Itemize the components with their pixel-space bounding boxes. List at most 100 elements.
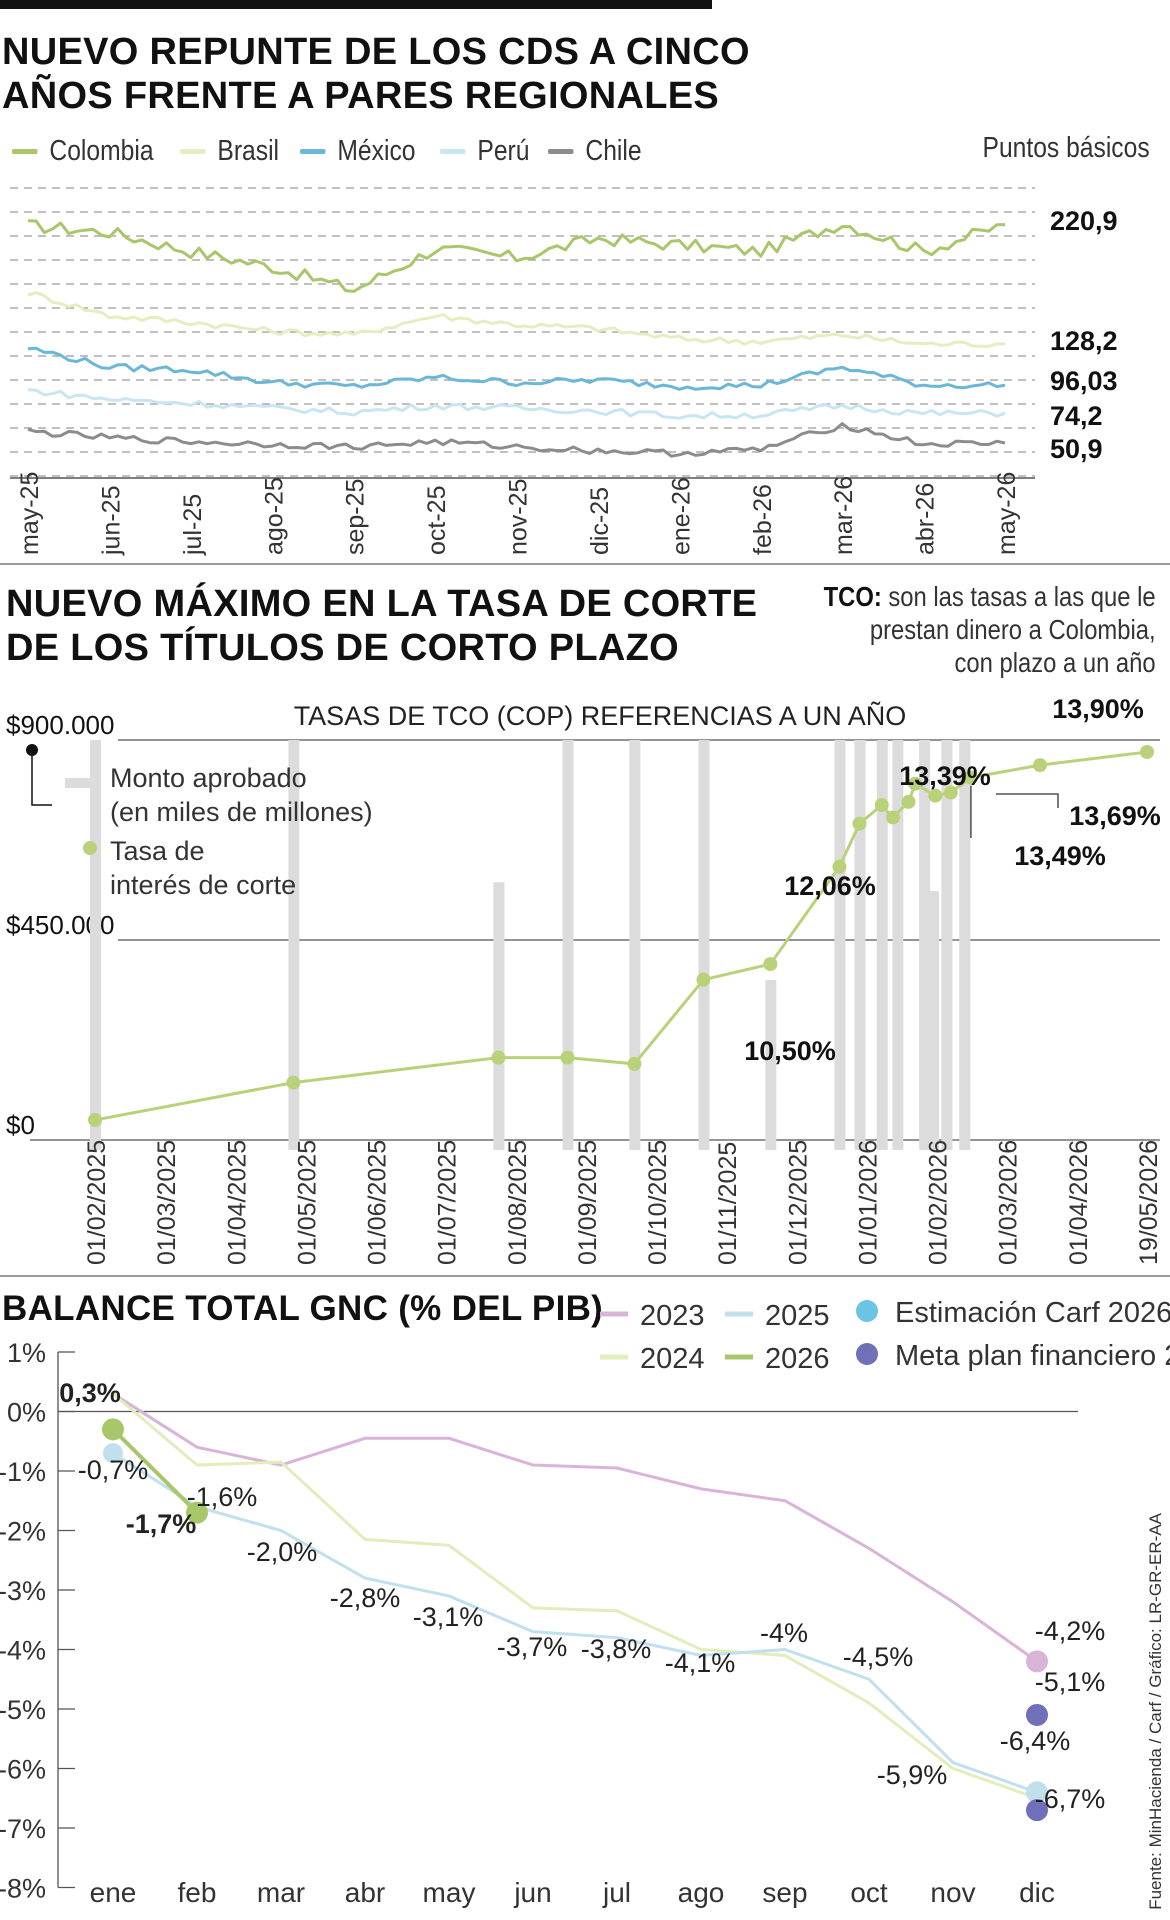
tco-chart: TASAS DE TCO (COP) REFERENCIAS A UN AÑO $… (6, 694, 1163, 1265)
x-tick-label: 01/04/2026 (1065, 1140, 1093, 1265)
x-tick-label: 01/07/2025 (434, 1140, 462, 1265)
x-tick-label: 01/12/2025 (784, 1140, 812, 1265)
y-tick-label: -5% (0, 1695, 46, 1725)
y-tick-label: $0 (6, 1110, 35, 1140)
separator-2 (0, 1275, 1170, 1277)
value-label: -4,2% (1035, 1616, 1106, 1646)
value-label: -4,5% (843, 1642, 914, 1672)
chart3-title: BALANCE TOTAL GNC (% DEL PIB) (2, 1289, 604, 1328)
y-tick-label: -8% (0, 1874, 46, 1904)
legend-colombia-label: Colombia (49, 135, 154, 167)
value-label: -4% (760, 1618, 808, 1648)
amount-bar (493, 882, 505, 1150)
value-label: -6,4% (1000, 1726, 1071, 1756)
legend-colombia: Colombia (12, 135, 154, 168)
series-point (103, 1443, 123, 1464)
y-tick-label: -6% (0, 1755, 46, 1785)
y-tick-label: 0% (7, 1398, 46, 1428)
amount-bar (941, 740, 953, 1150)
amount-bar (562, 740, 574, 1150)
last-value-label: 128,2 (1050, 326, 1118, 356)
amount-bar (876, 740, 888, 1150)
legend-label-y2026: 2026 (765, 1343, 830, 1375)
x-tick-label: jun-25 (97, 486, 125, 557)
x-tick-label: abr (345, 1877, 385, 1908)
x-tick-label: may-25 (16, 472, 44, 555)
series-line-chile (27, 422, 1006, 458)
x-tick-label: 01/02/2025 (83, 1140, 111, 1265)
value-label: -2,8% (330, 1583, 401, 1613)
legend-rate-label-2: interés de corte (110, 870, 296, 900)
rate-point (1033, 758, 1048, 773)
series-point (1026, 1781, 1048, 1804)
y-tick-label: -3% (0, 1576, 46, 1606)
rate-label: 10,50% (744, 1036, 836, 1066)
rate-point (560, 1050, 575, 1065)
rate-point (963, 770, 978, 785)
x-tick-label: feb-26 (749, 484, 777, 555)
rate-point (874, 798, 889, 813)
rate-label: 13,90% (1052, 694, 1144, 724)
x-tick-label: oct-25 (423, 486, 451, 555)
x-tick-label: nov-25 (505, 479, 533, 555)
y-tick-label: $900.000 (6, 710, 114, 740)
rate-point (852, 816, 867, 831)
series-point (102, 1418, 124, 1441)
marker-point (1026, 1703, 1048, 1726)
top-rule (0, 0, 712, 9)
rate-point (696, 972, 711, 987)
x-tick-label: 01/01/2026 (854, 1140, 882, 1265)
x-tick-label: 01/02/2026 (925, 1140, 953, 1265)
amount-bar (834, 740, 846, 1150)
legend-label-y2024: 2024 (640, 1343, 705, 1375)
tco-note-text1: son las tasas a las que le (888, 581, 1156, 612)
rate-point (627, 1056, 642, 1071)
rate-label: 13,49% (1014, 841, 1106, 871)
x-tick-label: oct (850, 1877, 888, 1908)
legend-mexico: México (300, 135, 415, 168)
amount-bar (854, 740, 866, 1150)
x-tick-label: sep-25 (342, 479, 370, 555)
cds-chart: 220,9 128,2 96,03 74,250,9 may-25 jun-25 jul-2… (10, 187, 1118, 557)
x-tick-label: 01/03/2026 (995, 1140, 1023, 1265)
tco-note: TCO: son las tasas a las que le prestan … (824, 580, 1156, 679)
amount-bar (959, 740, 971, 1150)
series-point (186, 1501, 208, 1524)
series-line-2025 (112, 1451, 1038, 1794)
chart1-title-line1: NUEVO REPUNTE DE LOS CDS A CINCO (2, 31, 750, 73)
value-label: -2,0% (247, 1537, 318, 1567)
x-tick-label: may-26 (993, 472, 1021, 555)
x-tick-label: mar (257, 1877, 305, 1908)
value-label: -1,6% (187, 1482, 258, 1512)
rate-point (286, 1075, 301, 1090)
amount-bar (765, 980, 777, 1150)
legend-chile: Chile (548, 135, 642, 168)
y-tick-label: -4% (0, 1636, 46, 1666)
x-tick-label: jul-25 (179, 494, 207, 556)
value-label: -5,1% (1035, 1667, 1106, 1697)
y-tick-label: -7% (0, 1814, 46, 1844)
amount-bar (698, 740, 710, 1150)
last-value-label: 96,03 (1050, 366, 1118, 396)
series-line-brasil (27, 291, 1006, 348)
legend-bar-label-2: (en miles de millones) (110, 797, 373, 827)
legend-peru-label: Perú (477, 135, 530, 167)
x-tick-label: dic (1019, 1877, 1055, 1908)
legend-bar-swatch (65, 778, 99, 788)
x-tick-label: nov (930, 1877, 975, 1908)
x-tick-label: ago-25 (260, 477, 288, 555)
balance-chart: 2023 2024 2025 2026 Estimación Carf 2026 Meta… (0, 1297, 1170, 1908)
x-tick-label: may (423, 1877, 476, 1908)
legend-brasil-label: Brasil (217, 135, 280, 167)
y-tick-label: -2% (0, 1517, 46, 1547)
x-tick-label: mar-26 (830, 476, 858, 555)
series-line-2026 (111, 1427, 199, 1515)
legend-swatch-meta (856, 1343, 878, 1365)
legend-swatch-carf (856, 1300, 878, 1322)
y-tick-label: 1% (7, 1338, 46, 1368)
amount-bar (90, 740, 101, 1150)
x-tick-label: ene (90, 1877, 137, 1908)
tco-note-bold: TCO: (823, 581, 883, 612)
rate-label: 12,06% (784, 871, 876, 901)
rate-point (832, 859, 847, 874)
